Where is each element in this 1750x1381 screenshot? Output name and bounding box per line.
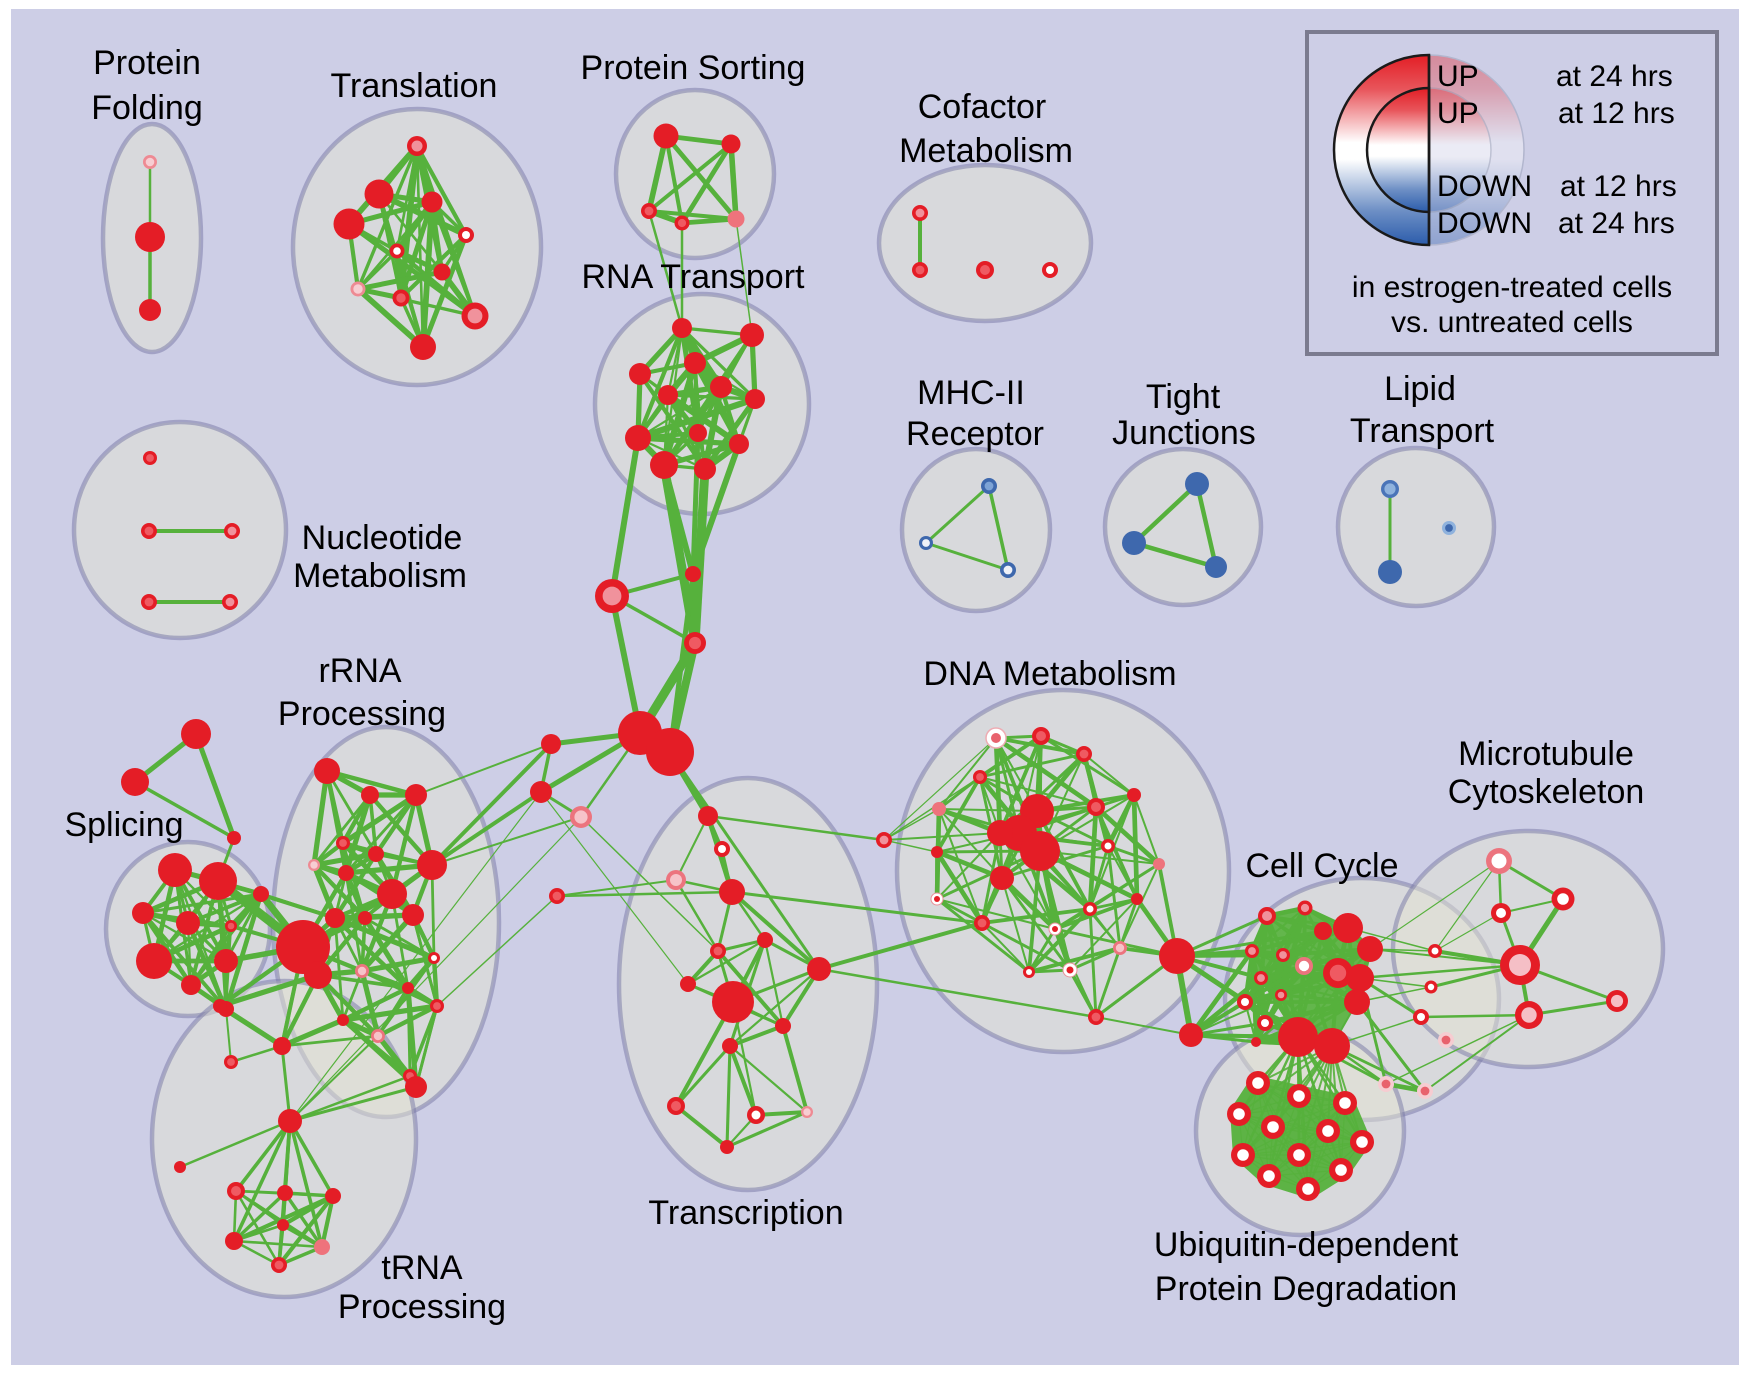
svg-text:Protein Sorting: Protein Sorting xyxy=(581,49,806,87)
svg-text:Translation: Translation xyxy=(331,67,498,105)
svg-text:at 12 hrs: at 12 hrs xyxy=(1558,97,1675,130)
svg-text:tRNA: tRNA xyxy=(381,1249,463,1287)
svg-text:Transport: Transport xyxy=(1350,412,1495,450)
svg-text:Tight: Tight xyxy=(1146,378,1221,416)
svg-text:Protein Degradation: Protein Degradation xyxy=(1155,1270,1457,1308)
svg-text:Metabolism: Metabolism xyxy=(899,132,1073,170)
svg-text:Metabolism: Metabolism xyxy=(293,557,467,595)
svg-text:Junctions: Junctions xyxy=(1112,414,1256,452)
svg-text:UP: UP xyxy=(1437,60,1479,93)
svg-text:MHC-II: MHC-II xyxy=(917,374,1025,412)
svg-text:rRNA: rRNA xyxy=(318,652,401,690)
svg-text:Processing: Processing xyxy=(338,1288,506,1326)
svg-text:Microtubule: Microtubule xyxy=(1458,735,1634,773)
svg-text:Protein: Protein xyxy=(93,44,201,82)
svg-text:Ubiquitin-dependent: Ubiquitin-dependent xyxy=(1154,1226,1459,1264)
svg-text:Processing: Processing xyxy=(278,695,446,733)
svg-text:in estrogen-treated cells: in estrogen-treated cells xyxy=(1352,271,1672,304)
svg-text:RNA Transport: RNA Transport xyxy=(582,258,806,296)
svg-text:at 24 hrs: at 24 hrs xyxy=(1558,207,1675,240)
svg-text:Receptor: Receptor xyxy=(906,415,1044,453)
svg-text:at 24 hrs: at 24 hrs xyxy=(1556,60,1673,93)
svg-text:Splicing: Splicing xyxy=(64,806,183,844)
svg-text:DNA Metabolism: DNA Metabolism xyxy=(923,655,1176,693)
svg-text:Folding: Folding xyxy=(91,89,203,127)
svg-text:DOWN: DOWN xyxy=(1437,207,1532,240)
svg-text:Transcription: Transcription xyxy=(648,1194,843,1232)
svg-text:at 12 hrs: at 12 hrs xyxy=(1560,170,1677,203)
svg-text:DOWN: DOWN xyxy=(1437,170,1532,203)
svg-text:UP: UP xyxy=(1437,97,1479,130)
svg-text:Nucleotide: Nucleotide xyxy=(302,519,463,557)
svg-text:Cytoskeleton: Cytoskeleton xyxy=(1448,773,1645,811)
svg-text:Cell Cycle: Cell Cycle xyxy=(1245,847,1398,885)
svg-text:Cofactor: Cofactor xyxy=(918,88,1047,126)
svg-text:vs. untreated cells: vs. untreated cells xyxy=(1391,306,1633,339)
svg-text:Lipid: Lipid xyxy=(1384,370,1456,408)
